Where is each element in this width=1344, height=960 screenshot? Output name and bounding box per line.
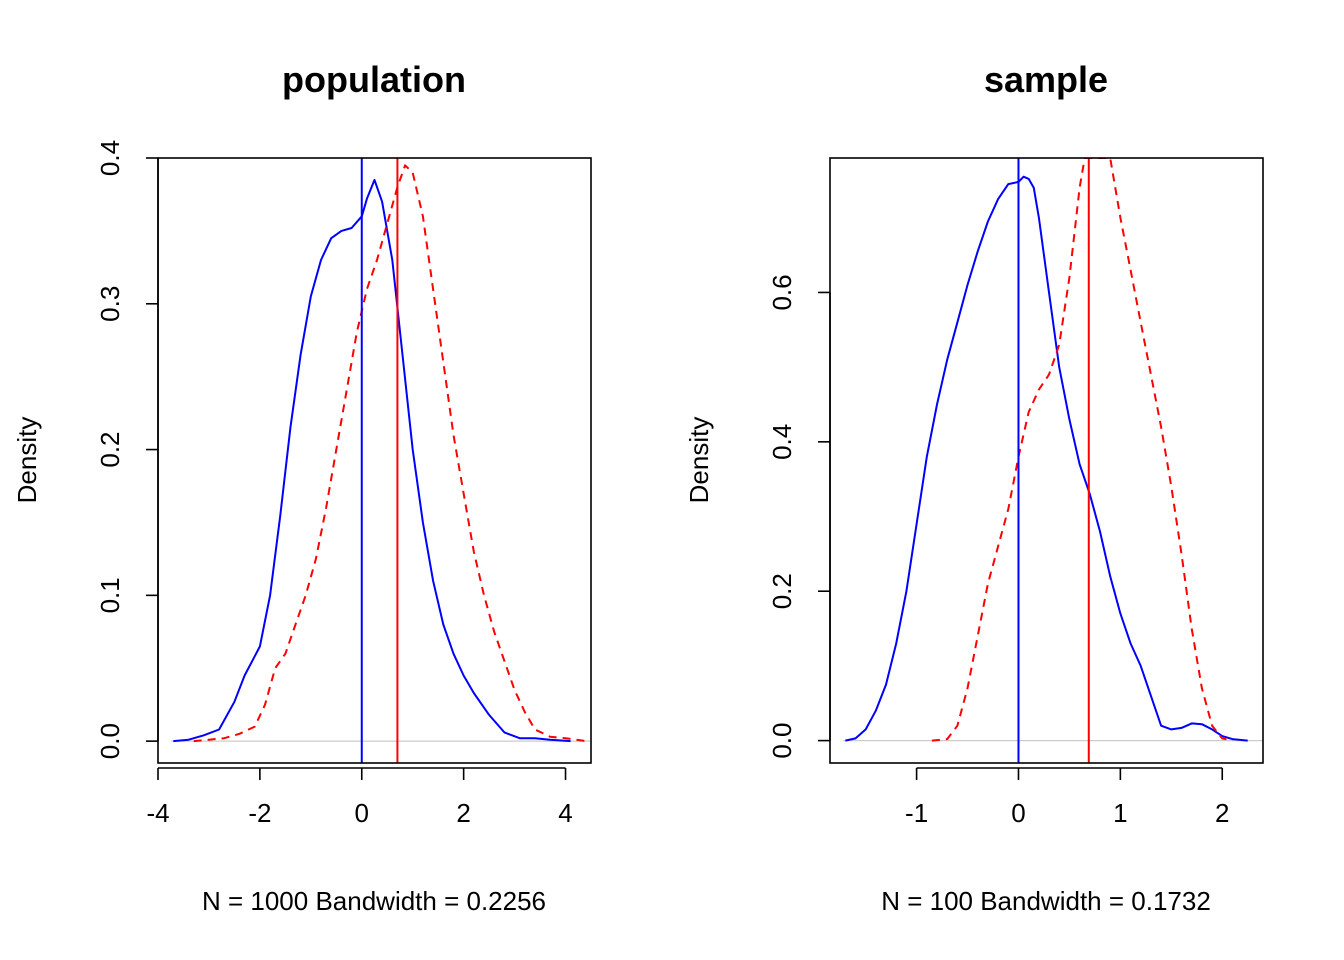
y-tick-label: 0.2 — [95, 431, 125, 467]
y-tick-label: 0.2 — [767, 573, 797, 609]
x-tick-label: -2 — [248, 798, 271, 828]
x-tick-label: 2 — [456, 798, 470, 828]
solid-density-curve — [845, 175, 1248, 742]
y-tick-label: 0.4 — [767, 424, 797, 460]
plot-marks: 0.0 0.1 0.2 0.3 0.4 -4 -2 0 2 4 — [95, 140, 591, 828]
x-tick-label: 0 — [1011, 798, 1025, 828]
dashed-density-curve — [931, 158, 1233, 742]
x-axis-label: N = 100 Bandwidth = 0.1732 — [881, 886, 1211, 916]
panel-population: population Density N = 1000 Bandwidth = … — [12, 59, 592, 916]
x-axis-label: N = 1000 Bandwidth = 0.2256 — [202, 886, 546, 916]
x-tick-label: 2 — [1215, 798, 1229, 828]
y-tick-label: 0.0 — [767, 723, 797, 759]
y-tick-label: 0.4 — [95, 140, 125, 176]
y-tick-label: 0.1 — [95, 577, 125, 613]
x-tick-label: 4 — [558, 798, 572, 828]
chart-title: sample — [984, 59, 1108, 100]
y-tick-label: 0.0 — [95, 723, 125, 759]
y-axis-label: Density — [684, 417, 714, 504]
plot-frame — [157, 157, 592, 764]
x-tick-label: 1 — [1113, 798, 1127, 828]
x-tick-label: 0 — [355, 798, 369, 828]
plot-frame — [829, 157, 1264, 764]
dashed-density-curve — [193, 164, 587, 743]
x-tick-label: -1 — [905, 798, 928, 828]
y-tick-label: 0.6 — [767, 274, 797, 310]
chart-title: population — [282, 59, 466, 100]
y-axis-label: Density — [12, 417, 42, 504]
plot-marks: 0.0 0.2 0.4 0.6 -1 0 1 2 — [767, 158, 1263, 828]
y-tick-label: 0.3 — [95, 286, 125, 322]
panel-sample: sample Density N = 100 Bandwidth = 0.173… — [684, 59, 1264, 916]
x-tick-label: -4 — [146, 798, 169, 828]
solid-density-curve — [173, 178, 571, 743]
